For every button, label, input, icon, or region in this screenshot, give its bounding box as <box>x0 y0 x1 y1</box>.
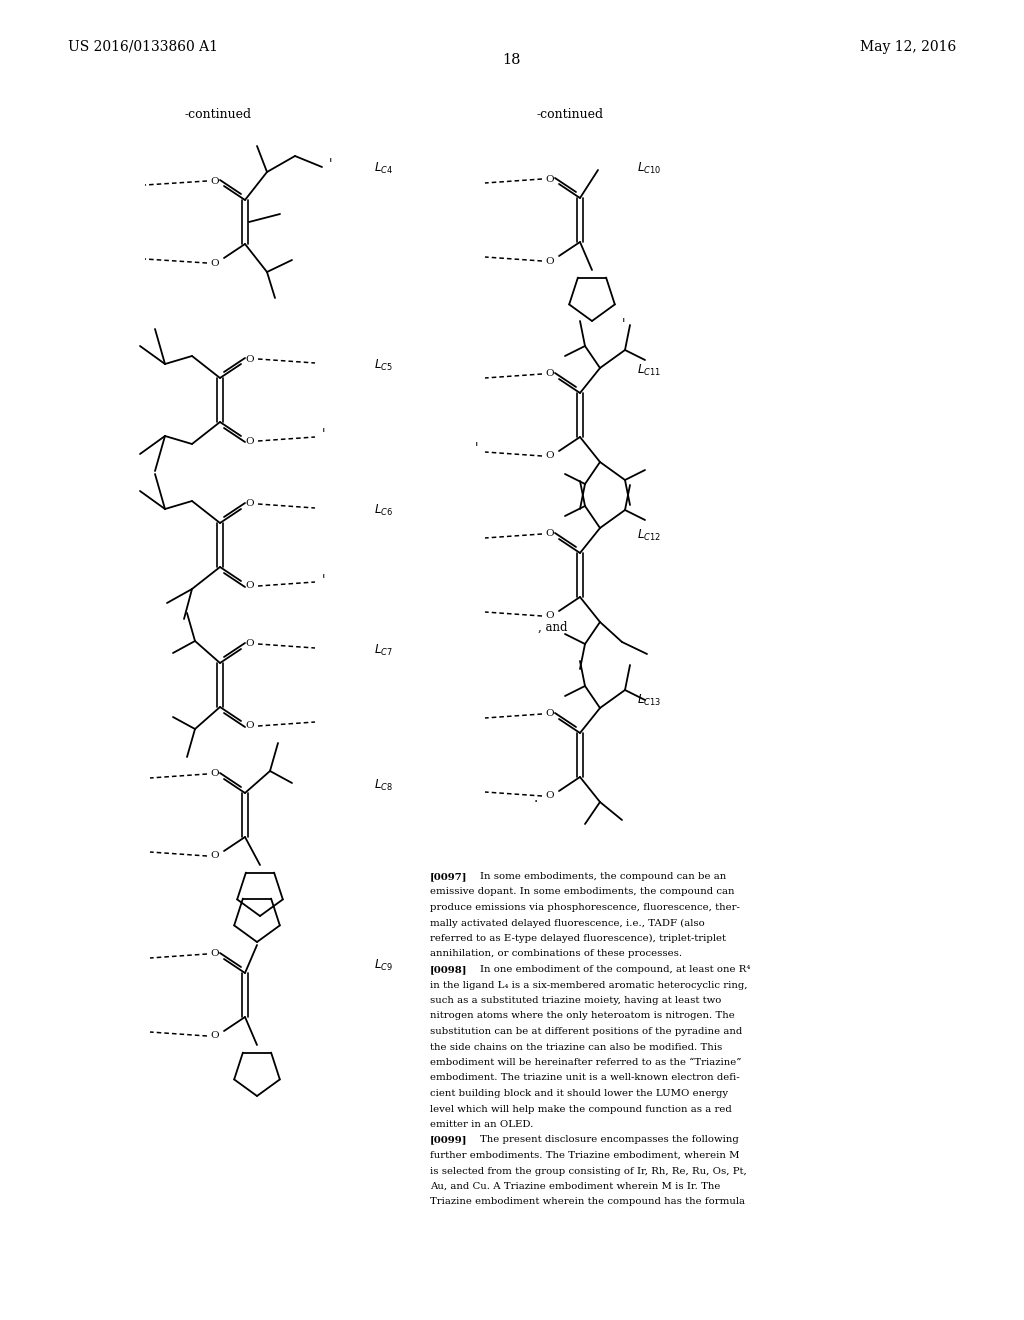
Text: ': ' <box>329 158 333 172</box>
Text: Triazine embodiment wherein the compound has the formula: Triazine embodiment wherein the compound… <box>430 1197 745 1206</box>
Text: O: O <box>546 370 554 379</box>
Text: embodiment. The triazine unit is a well-known electron defi-: embodiment. The triazine unit is a well-… <box>430 1073 739 1082</box>
Text: O: O <box>246 722 254 730</box>
Text: level which will help make the compound function as a red: level which will help make the compound … <box>430 1105 732 1114</box>
Text: cient building block and it should lower the LUMO energy: cient building block and it should lower… <box>430 1089 728 1098</box>
Text: O: O <box>246 355 254 363</box>
Text: O: O <box>546 451 554 461</box>
Text: O: O <box>211 949 219 958</box>
Text: O: O <box>546 710 554 718</box>
Text: the side chains on the triazine can also be modified. This: the side chains on the triazine can also… <box>430 1043 722 1052</box>
Text: substitution can be at different positions of the pyradine and: substitution can be at different positio… <box>430 1027 742 1036</box>
Text: $L_{C5}$: $L_{C5}$ <box>374 358 393 372</box>
Text: [0097]: [0097] <box>430 873 468 880</box>
Text: O: O <box>246 639 254 648</box>
Text: ': ' <box>622 318 626 330</box>
Text: -continued: -continued <box>184 108 252 121</box>
Text: is selected from the group consisting of Ir, Rh, Re, Ru, Os, Pt,: is selected from the group consisting of… <box>430 1167 746 1176</box>
Text: O: O <box>246 582 254 590</box>
Text: O: O <box>246 437 254 446</box>
Text: ': ' <box>474 441 478 454</box>
Text: O: O <box>546 256 554 265</box>
Text: $L_{C7}$: $L_{C7}$ <box>374 643 393 657</box>
Text: annihilation, or combinations of these processes.: annihilation, or combinations of these p… <box>430 949 682 958</box>
Text: referred to as E-type delayed fluorescence), triplet-triplet: referred to as E-type delayed fluorescen… <box>430 935 726 942</box>
Text: $L_{C11}$: $L_{C11}$ <box>637 363 662 378</box>
Text: ': ' <box>322 429 326 441</box>
Text: The present disclosure encompasses the following: The present disclosure encompasses the f… <box>480 1135 738 1144</box>
Text: ': ' <box>322 573 326 586</box>
Text: O: O <box>546 174 554 183</box>
Text: O: O <box>546 611 554 620</box>
Text: US 2016/0133860 A1: US 2016/0133860 A1 <box>68 40 218 54</box>
Text: O: O <box>211 177 219 186</box>
Text: O: O <box>211 851 219 861</box>
Text: Au, and Cu. A Triazine embodiment wherein M is Ir. The: Au, and Cu. A Triazine embodiment wherei… <box>430 1181 720 1191</box>
Text: O: O <box>246 499 254 508</box>
Text: In some embodiments, the compound can be an: In some embodiments, the compound can be… <box>480 873 726 880</box>
Text: O: O <box>546 792 554 800</box>
Text: further embodiments. The Triazine embodiment, wherein M: further embodiments. The Triazine embodi… <box>430 1151 739 1160</box>
Text: O: O <box>546 529 554 539</box>
Text: May 12, 2016: May 12, 2016 <box>860 40 956 54</box>
Text: [0098]: [0098] <box>430 965 468 974</box>
Text: O: O <box>211 259 219 268</box>
Text: $L_{C6}$: $L_{C6}$ <box>374 503 393 517</box>
Text: nitrogen atoms where the only heteroatom is nitrogen. The: nitrogen atoms where the only heteroatom… <box>430 1011 735 1020</box>
Text: emitter in an OLED.: emitter in an OLED. <box>430 1119 534 1129</box>
Text: [0099]: [0099] <box>430 1135 468 1144</box>
Text: O: O <box>211 1031 219 1040</box>
Text: in the ligand L₄ is a six-membered aromatic heterocyclic ring,: in the ligand L₄ is a six-membered aroma… <box>430 981 748 990</box>
Text: $L_{C4}$: $L_{C4}$ <box>374 161 393 176</box>
Text: $L_{C12}$: $L_{C12}$ <box>637 528 660 543</box>
Text: .: . <box>534 791 538 805</box>
Text: produce emissions via phosphorescence, fluorescence, ther-: produce emissions via phosphorescence, f… <box>430 903 740 912</box>
Text: -continued: -continued <box>537 108 603 121</box>
Text: $L_{C8}$: $L_{C8}$ <box>374 777 393 792</box>
Text: $L_{C10}$: $L_{C10}$ <box>637 161 662 176</box>
Text: 18: 18 <box>503 53 521 67</box>
Text: $L_{C13}$: $L_{C13}$ <box>637 693 662 708</box>
Text: , and: , and <box>538 620 567 634</box>
Text: such as a substituted triazine moiety, having at least two: such as a substituted triazine moiety, h… <box>430 997 721 1005</box>
Text: O: O <box>211 770 219 779</box>
Text: emissive dopant. In some embodiments, the compound can: emissive dopant. In some embodiments, th… <box>430 887 734 896</box>
Text: mally activated delayed fluorescence, i.e., TADF (also: mally activated delayed fluorescence, i.… <box>430 919 705 928</box>
Text: $L_{C9}$: $L_{C9}$ <box>374 957 393 973</box>
Text: embodiment will be hereinafter referred to as the “Triazine”: embodiment will be hereinafter referred … <box>430 1059 741 1067</box>
Text: In one embodiment of the compound, at least one R⁴: In one embodiment of the compound, at le… <box>480 965 751 974</box>
